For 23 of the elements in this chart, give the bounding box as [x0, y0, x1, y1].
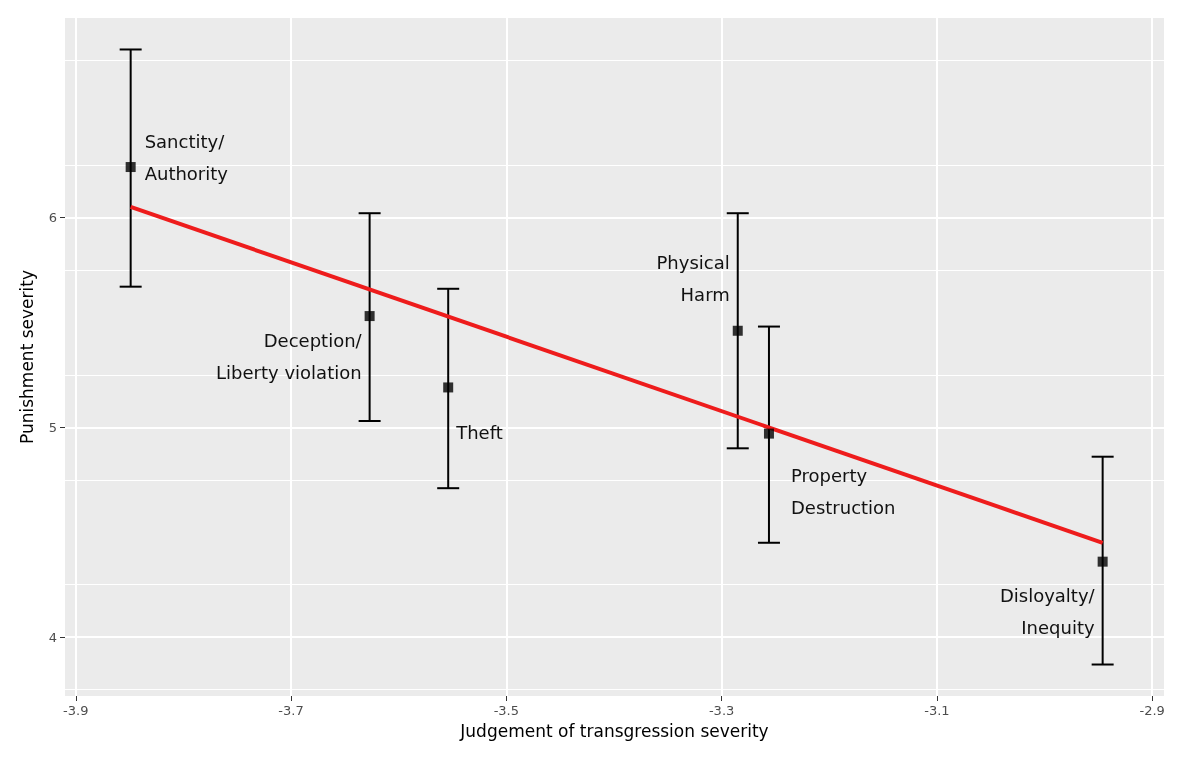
y-tick-label: 6	[48, 209, 57, 225]
x-axis-title: Judgement of transgression severity	[459, 720, 769, 741]
point	[125, 162, 136, 173]
annotation: Sanctity/ Authority	[144, 130, 229, 184]
y-axis-title: Punishment severity	[16, 270, 37, 444]
x-tick-label: -3.1	[924, 703, 950, 718]
x-tick-label: -3.9	[63, 703, 89, 718]
x-tick-label: -3.3	[708, 703, 735, 718]
annotation: Theft	[455, 421, 503, 443]
point	[763, 428, 774, 439]
point	[364, 311, 375, 322]
y-tick-label: 4	[48, 629, 57, 645]
point	[732, 325, 743, 336]
annotation: Deception/ Liberty violation	[216, 329, 363, 383]
x-tick-label: -2.9	[1139, 703, 1165, 718]
y-tick-label: 5	[48, 419, 57, 435]
point	[443, 382, 454, 393]
annotation: Disloyalty/ Inequity	[999, 585, 1096, 639]
point	[1097, 556, 1108, 567]
annotation: Property Destruction	[790, 465, 896, 519]
annotation: Physical Harm	[656, 252, 730, 306]
x-tick-label: -3.7	[278, 703, 304, 718]
x-tick-label: -3.5	[493, 703, 520, 718]
